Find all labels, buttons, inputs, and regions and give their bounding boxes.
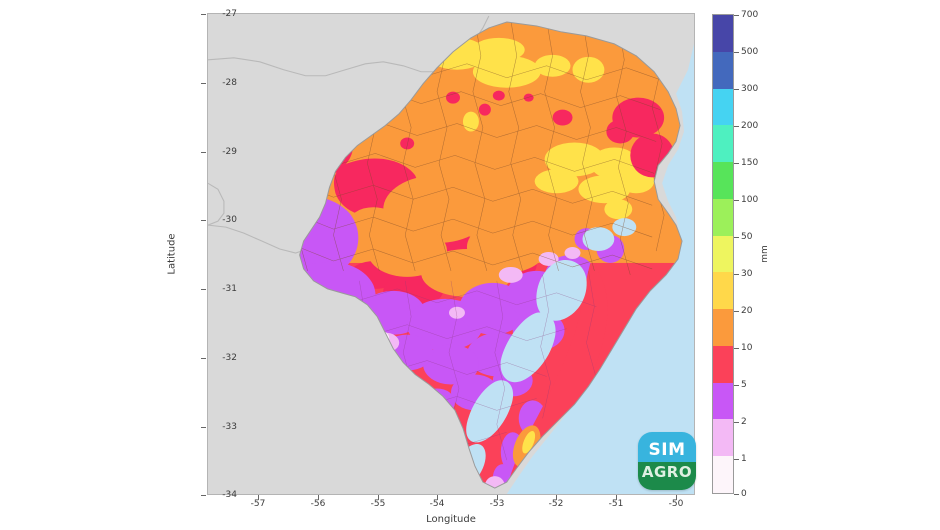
y-axis-label: Latitude xyxy=(166,233,178,275)
colorbar[interactable] xyxy=(712,14,734,494)
xtick-mark xyxy=(258,495,259,500)
ytick-label: -33 xyxy=(222,422,237,432)
colorbar-tick-label: 30 xyxy=(741,269,753,279)
colorbar-tick-mark xyxy=(734,348,739,349)
xtick-label: -56 xyxy=(310,499,326,509)
colorbar-tick-label: 50 xyxy=(741,232,753,242)
colorbar-band xyxy=(713,162,733,199)
colorbar-band xyxy=(713,198,733,236)
colorbar-band xyxy=(713,382,733,420)
logo-bottom-text: AGRO xyxy=(638,461,696,490)
xtick-label: -55 xyxy=(370,499,386,509)
colorbar-tick-mark xyxy=(734,200,739,201)
state-outline xyxy=(299,21,683,489)
colorbar-tick-label: 100 xyxy=(741,195,759,205)
ytick-label: -31 xyxy=(222,284,237,294)
xtick-mark xyxy=(437,495,438,500)
colorbar-tick-mark xyxy=(734,311,739,312)
colorbar-tick-label: 200 xyxy=(741,121,759,131)
ytick-mark xyxy=(201,289,206,290)
xtick-label: -51 xyxy=(608,499,624,509)
xtick-mark xyxy=(378,495,379,500)
colorbar-tick-mark xyxy=(734,15,739,16)
x-axis-label: Longitude xyxy=(426,514,476,525)
xtick-mark xyxy=(616,495,617,500)
xtick-mark xyxy=(556,495,557,500)
ytick-label: -34 xyxy=(222,490,237,500)
precipitation-choropleth xyxy=(208,14,694,494)
sim-agro-logo[interactable]: SIM AGRO xyxy=(638,432,696,490)
colorbar-tick-label: 500 xyxy=(741,47,759,57)
colorbar-tick-mark xyxy=(734,163,739,164)
colorbar-tick-label: 20 xyxy=(741,306,753,316)
ytick-mark xyxy=(201,220,206,221)
colorbar-tick-mark xyxy=(734,494,739,495)
colorbar-tick-mark xyxy=(734,422,739,423)
ytick-mark xyxy=(201,83,206,84)
colorbar-band xyxy=(713,419,733,457)
colorbar-tick-mark xyxy=(734,274,739,275)
colorbar-band xyxy=(713,51,733,89)
colorbar-band xyxy=(713,272,733,310)
colorbar-tick-mark xyxy=(734,459,739,460)
colorbar-tick-label: 300 xyxy=(741,84,759,94)
colorbar-tick-mark xyxy=(734,52,739,53)
colorbar-tick-mark xyxy=(734,126,739,127)
xtick-mark xyxy=(676,495,677,500)
colorbar-band xyxy=(713,88,733,126)
colorbar-tick-label: 0 xyxy=(741,489,747,499)
xtick-label: -52 xyxy=(548,499,564,509)
colorbar-tick-label: 1 xyxy=(741,454,747,464)
xtick-label: -57 xyxy=(250,499,266,509)
ytick-label: -32 xyxy=(222,353,237,363)
colorbar-tick-label: 10 xyxy=(741,343,753,353)
xtick-label: -54 xyxy=(429,499,445,509)
ytick-label: -30 xyxy=(222,215,237,225)
colorbar-tick-label: 150 xyxy=(741,158,759,168)
logo-top-text: SIM xyxy=(638,432,696,462)
ytick-mark xyxy=(201,495,206,496)
ytick-label: -28 xyxy=(222,78,237,88)
colorbar-tick-label: 2 xyxy=(741,417,747,427)
ytick-label: -29 xyxy=(222,147,237,157)
ytick-mark xyxy=(201,358,206,359)
colorbar-band xyxy=(713,456,733,493)
ytick-label: -27 xyxy=(222,9,237,19)
xtick-mark xyxy=(497,495,498,500)
colorbar-unit-label: mm xyxy=(760,245,770,263)
xtick-label: -50 xyxy=(668,499,684,509)
colorbar-band xyxy=(713,309,733,346)
colorbar-tick-mark xyxy=(734,237,739,238)
colorbar-tick-mark xyxy=(734,385,739,386)
colorbar-tick-mark xyxy=(734,89,739,90)
xtick-label: -53 xyxy=(489,499,505,509)
ytick-mark xyxy=(201,14,206,15)
colorbar-band xyxy=(713,345,733,383)
colorbar-tick-label: 5 xyxy=(741,380,747,390)
ytick-mark xyxy=(201,427,206,428)
colorbar-band xyxy=(713,15,733,52)
precipitation-map-axes[interactable] xyxy=(207,13,695,495)
ocean-layer xyxy=(506,14,694,494)
colorbar-tick-label: 700 xyxy=(741,10,759,20)
colorbar-band xyxy=(713,125,733,163)
ytick-mark xyxy=(201,152,206,153)
xtick-mark xyxy=(318,495,319,500)
colorbar-band xyxy=(713,235,733,273)
